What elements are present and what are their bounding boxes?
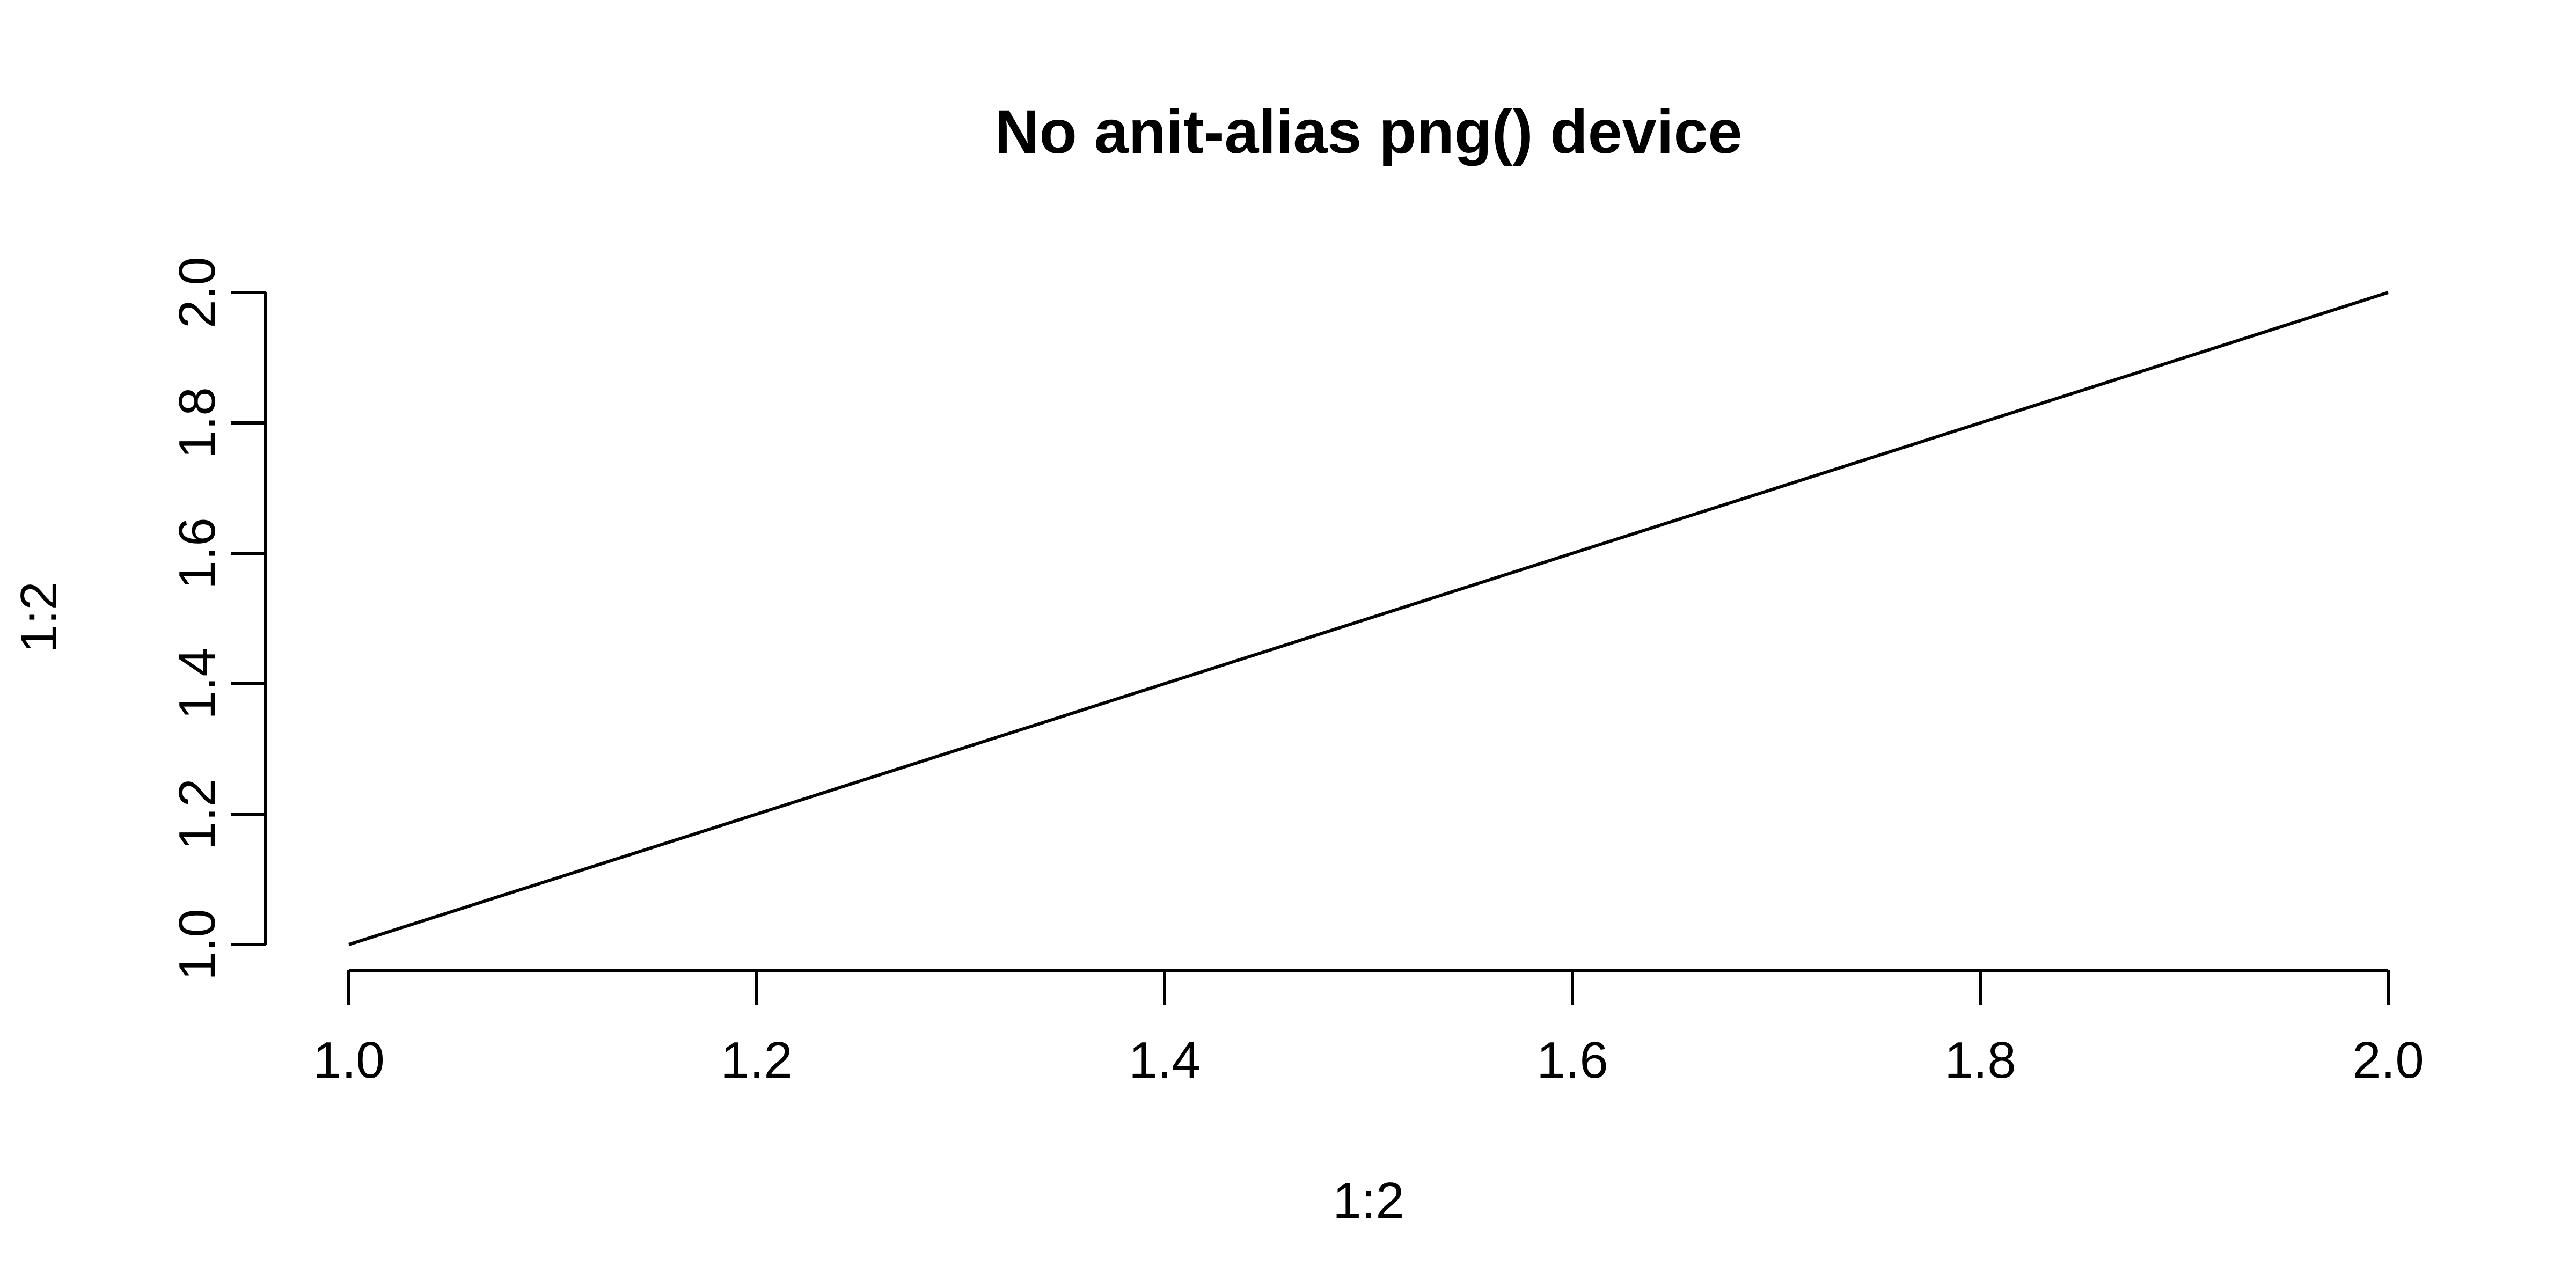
y-axis: 1.0 1.2 1.4 1.6 1.8 2.0 (169, 257, 267, 980)
y-axis-label: 1:2 (10, 581, 68, 653)
plot-area (348, 291, 2389, 946)
y-tick-label: 1.4 (169, 648, 226, 719)
x-tick-label: 1.8 (1944, 1031, 2016, 1089)
y-ticks: 1.0 1.2 1.4 1.6 1.8 2.0 (169, 257, 266, 980)
series-line (348, 291, 2389, 946)
x-tick-label: 1.6 (1536, 1031, 1608, 1089)
chart-title: No anit-alias png() device (994, 98, 1742, 166)
x-tick-label: 1.2 (721, 1031, 792, 1089)
x-tick-label: 2.0 (2352, 1031, 2424, 1089)
y-tick-label: 1.2 (169, 778, 226, 850)
y-tick-label: 2.0 (169, 257, 226, 328)
y-tick-label: 1.8 (169, 387, 226, 458)
x-ticks: 1.0 1.2 1.4 1.6 1.8 2.0 (313, 970, 2424, 1089)
x-tick-label: 1.4 (1129, 1031, 1200, 1089)
x-axis: 1.0 1.2 1.4 1.6 1.8 2.0 (313, 969, 2424, 1089)
y-tick-label: 1.0 (169, 909, 226, 980)
x-tick-label: 1.0 (313, 1031, 384, 1089)
y-tick-label: 1.6 (169, 517, 226, 589)
x-axis-label: 1:2 (1333, 1172, 1404, 1230)
